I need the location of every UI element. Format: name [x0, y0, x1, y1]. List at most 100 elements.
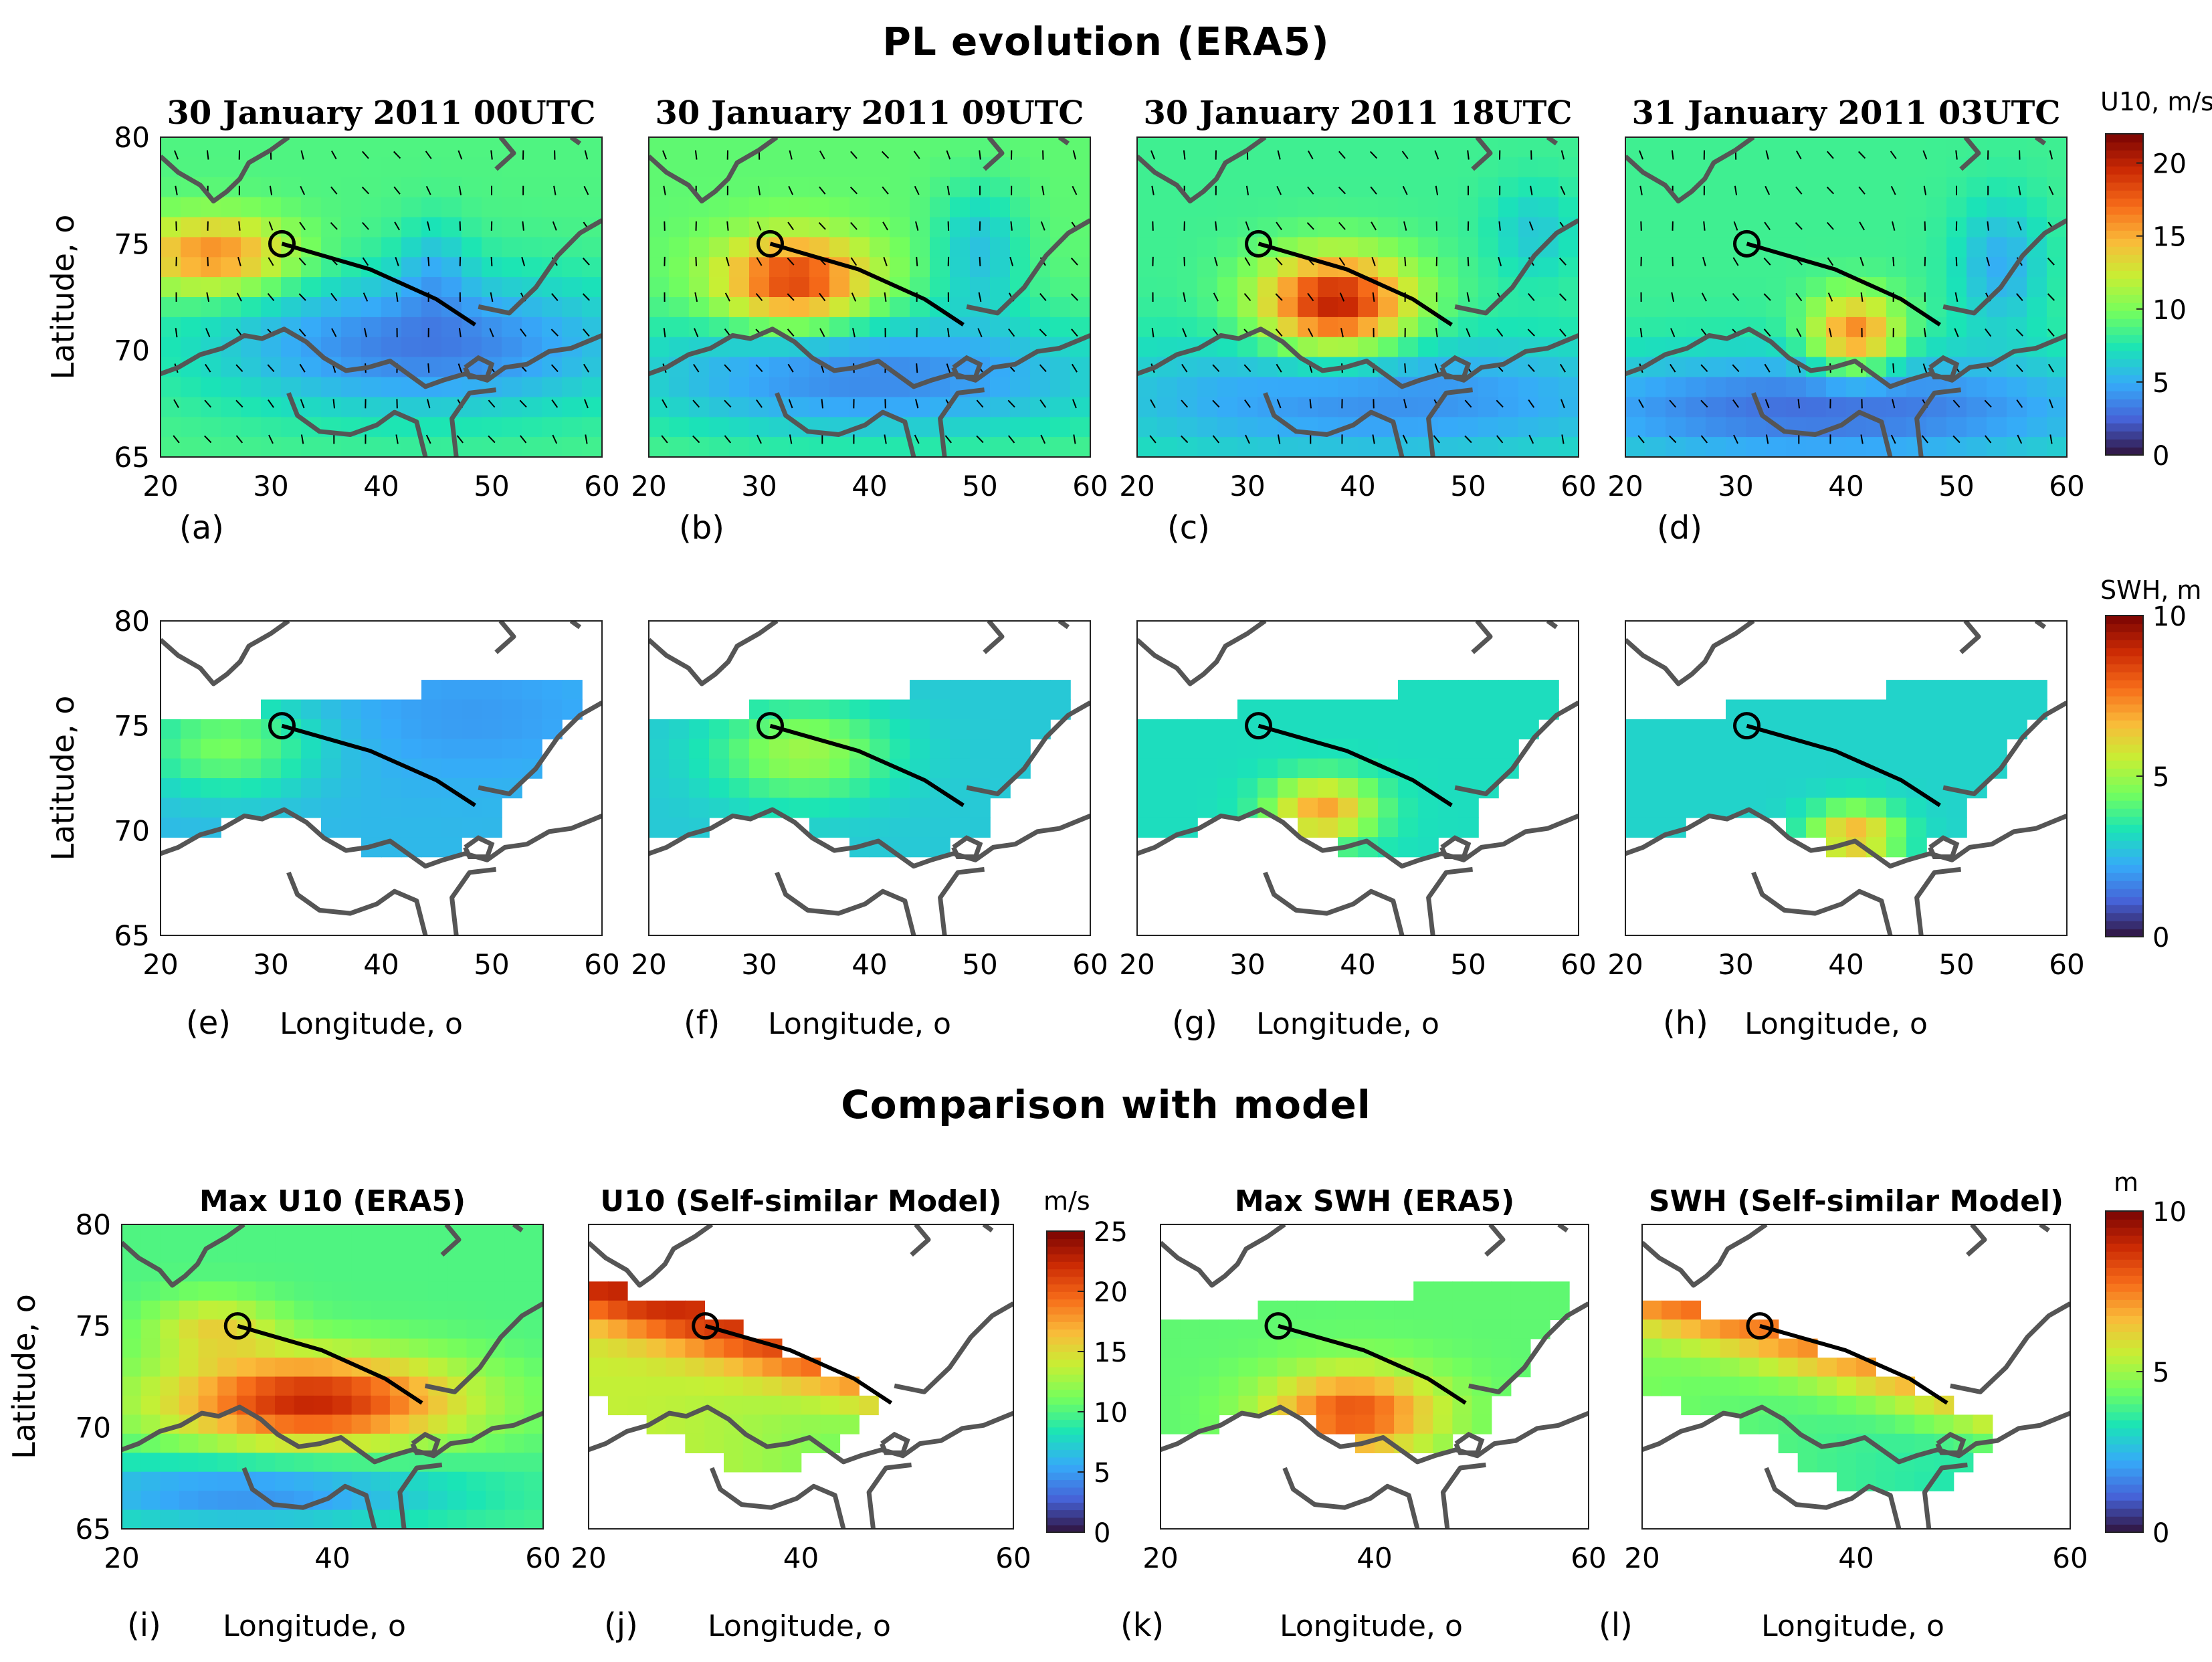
- coastline: [775, 871, 916, 935]
- heatmap-cell: [669, 217, 690, 238]
- wind-vector: [916, 256, 918, 266]
- heatmap-cell: [781, 1358, 802, 1378]
- heatmap-cell: [1926, 277, 1947, 298]
- heatmap-cell: [504, 1376, 525, 1396]
- heatmap-cell: [504, 1395, 525, 1416]
- heatmap-cell: [1987, 719, 2007, 740]
- heatmap-cell: [2007, 297, 2027, 318]
- heatmap-cell: [198, 1471, 218, 1491]
- heatmap-cell: [313, 1224, 333, 1244]
- heatmap-cell: [1797, 1395, 1818, 1416]
- wind-vector: [1183, 292, 1187, 302]
- heatmap-cell: [1666, 739, 1686, 759]
- heatmap-cell: [970, 277, 991, 298]
- heatmap-cell: [1318, 197, 1338, 218]
- heatmap-cell: [1906, 437, 1927, 457]
- island-ring: [1439, 835, 1472, 859]
- heatmap-cell: [201, 739, 221, 759]
- heatmap-cell: [849, 297, 870, 318]
- heatmap-cell: [910, 237, 930, 258]
- heatmap-cell: [1967, 237, 1987, 258]
- heatmap-cell: [890, 316, 910, 338]
- wind-vector: [1243, 364, 1251, 373]
- wind-vector: [1007, 399, 1015, 408]
- heatmap-cell: [1681, 1358, 1702, 1378]
- wind-vector: [300, 399, 305, 409]
- panel-label: (c): [1167, 509, 1210, 547]
- heatmap-cell: [502, 758, 522, 779]
- heatmap-cell: [1452, 1319, 1473, 1340]
- heatmap-cell: [1967, 758, 1987, 779]
- heatmap-cell: [1886, 357, 1907, 378]
- heatmap-cell: [1926, 817, 1947, 838]
- wind-vector: [724, 399, 732, 408]
- heatmap-cell: [256, 1509, 276, 1529]
- heatmap-cell: [1050, 177, 1071, 198]
- x-tick-label: 60: [995, 1542, 1031, 1574]
- heatmap-cell: [1518, 680, 1539, 701]
- wind-vector: [913, 151, 920, 159]
- heatmap-cell: [1987, 437, 2007, 457]
- heatmap-cell: [181, 137, 201, 158]
- heatmap-cell: [486, 1453, 506, 1473]
- heatmap-cell: [910, 699, 930, 720]
- wind-vector: [1072, 185, 1078, 195]
- wind-vector: [757, 221, 762, 231]
- heatmap-cell: [301, 357, 322, 378]
- heatmap-cell: [1906, 217, 1927, 238]
- heatmap-cell: [789, 277, 810, 298]
- heatmap-cell: [275, 1262, 295, 1283]
- heatmap-cell: [1726, 157, 1746, 178]
- heatmap-cell: [729, 137, 750, 158]
- coastline: [1625, 137, 1755, 204]
- heatmap-cell: [1739, 1376, 1760, 1396]
- heatmap-cell: [371, 1300, 391, 1320]
- heatmap-cell: [1987, 337, 2007, 358]
- heatmap-cell: [1846, 177, 1867, 198]
- colorbar-segment: [2106, 230, 2143, 239]
- heatmap-cell: [1219, 1358, 1239, 1378]
- heatmap-cell: [1157, 719, 1178, 740]
- heatmap-cell: [890, 257, 910, 278]
- heatmap-cell: [809, 197, 830, 218]
- heatmap-cell: [1895, 1414, 1916, 1435]
- heatmap-cell: [441, 217, 462, 238]
- heatmap-cell: [1378, 157, 1399, 178]
- heatmap-cell: [1786, 217, 1807, 238]
- heatmap-cell: [361, 217, 382, 238]
- panel-label: (k): [1120, 1606, 1164, 1644]
- heatmap-cell: [1625, 297, 1646, 318]
- heatmap-cell: [502, 177, 522, 198]
- heatmap-cell: [709, 798, 730, 818]
- heatmap-cell: [1318, 177, 1338, 198]
- heatmap-cell: [1378, 316, 1399, 338]
- heatmap-cell: [1518, 297, 1539, 318]
- heatmap-cell: [1438, 758, 1459, 779]
- heatmap-cell: [1217, 257, 1238, 278]
- colorbar-segment: [2106, 375, 2143, 383]
- heatmap-cell: [1559, 437, 1579, 457]
- coastline: [569, 137, 582, 146]
- heatmap-cell: [1797, 1453, 1818, 1473]
- heatmap-cell: [1418, 177, 1439, 198]
- heatmap-cell: [462, 137, 482, 158]
- wind-vector: [692, 399, 700, 408]
- wind-vector: [1732, 399, 1739, 408]
- heatmap-cell: [261, 337, 282, 358]
- heatmap-cell: [1538, 157, 1559, 178]
- wind-vector: [1181, 399, 1189, 408]
- heatmap-cell: [1836, 1453, 1857, 1473]
- heatmap-cell: [1413, 1281, 1434, 1301]
- wind-vector: [1276, 221, 1283, 231]
- heatmap-cell: [1645, 798, 1666, 818]
- heatmap-cell: [1375, 1414, 1395, 1435]
- heatmap-cell: [1438, 237, 1459, 258]
- heatmap-cell: [447, 1358, 468, 1378]
- heatmap-cell: [447, 1281, 468, 1301]
- wind-vector: [882, 221, 888, 231]
- colorbar-segment: [2106, 680, 2143, 688]
- heatmap-cell: [1217, 719, 1238, 740]
- heatmap-cell: [910, 217, 930, 238]
- heatmap-cell: [910, 719, 930, 740]
- heatmap-cell: [870, 197, 890, 218]
